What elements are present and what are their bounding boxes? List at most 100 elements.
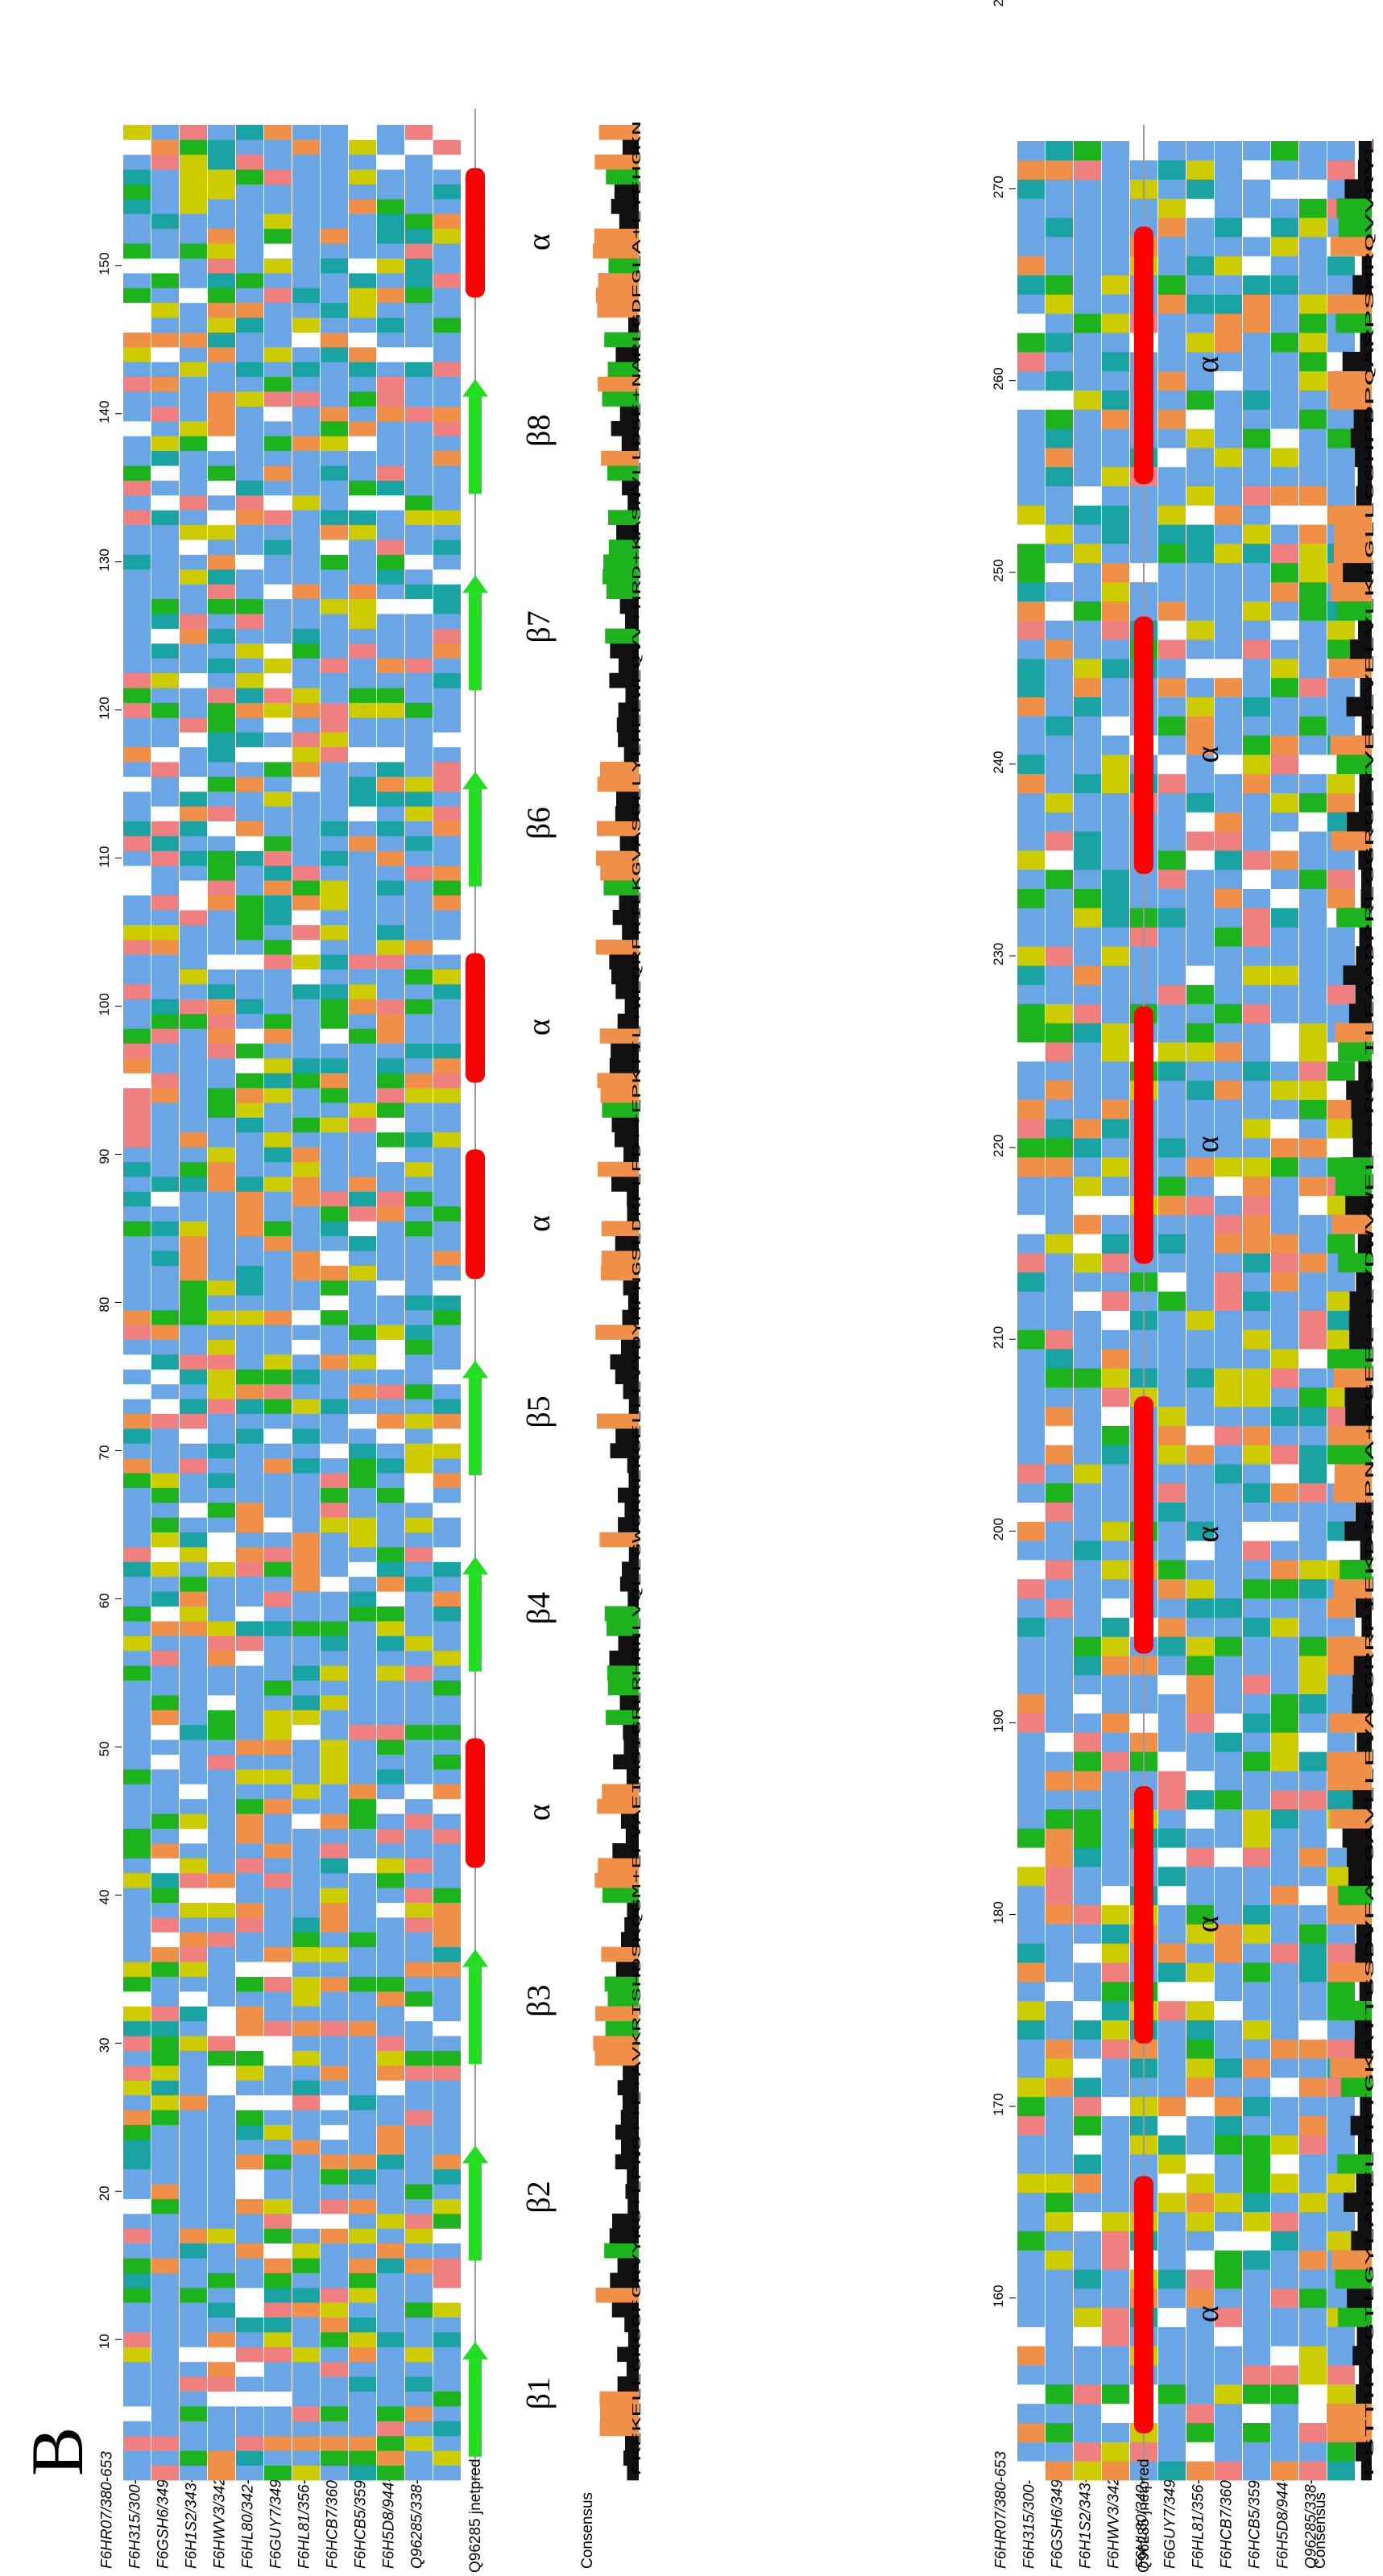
residue-cell (377, 2094, 404, 2111)
residue-cell (321, 465, 348, 481)
residue-cell (208, 2391, 235, 2407)
residue-cell (377, 1383, 404, 1400)
residue-cell (208, 1295, 235, 1311)
ruler-number: 150 (97, 252, 112, 275)
residue-cell (208, 2124, 235, 2140)
residue-cell (236, 717, 263, 733)
residue-cell (433, 717, 461, 733)
residue-cell (236, 2465, 263, 2481)
residue-cell (1243, 831, 1270, 851)
residue-cell (1046, 544, 1073, 564)
residue-cell (236, 821, 263, 837)
residue-cell (405, 346, 433, 362)
residue-cell (1102, 2250, 1129, 2270)
residue-cell (405, 2258, 433, 2273)
residue-cell (292, 1131, 320, 1147)
residue-cell (1299, 544, 1327, 564)
logo-stack (619, 1576, 639, 1592)
residue-cell (180, 1205, 207, 1222)
residue-cell (1102, 1732, 1129, 1752)
residue-cell (1017, 1080, 1045, 1100)
residue-cell (433, 2435, 461, 2451)
residue-cell (1158, 1904, 1186, 1925)
residue-cell (236, 2124, 263, 2140)
residue-cell (349, 2465, 376, 2481)
residue-cell (321, 628, 348, 644)
residue-cell (208, 1205, 235, 1222)
residue-cell (151, 1325, 179, 1340)
logo-stack (623, 1280, 639, 1296)
residue-cell (292, 2406, 320, 2421)
residue-cell (377, 746, 404, 763)
logo-stack (605, 2020, 639, 2036)
residue-cell (1327, 2461, 1355, 2481)
residue-cell (123, 139, 151, 155)
residue-cell (1215, 1828, 1242, 1848)
structure-label: α (1189, 356, 1225, 373)
residue-cell (180, 376, 207, 392)
residue-cell (236, 924, 263, 941)
residue-cell (377, 702, 404, 718)
residue-cell (1158, 409, 1186, 429)
residue-cell (208, 702, 235, 718)
residue-cell (1102, 716, 1129, 736)
residue-cell (264, 420, 292, 436)
residue-cell (292, 1754, 320, 1770)
residue-cell (1074, 1674, 1101, 1695)
residue-cell (1074, 773, 1101, 793)
residue-cell (433, 2124, 461, 2140)
ruler-number: 10 (97, 2334, 112, 2349)
residue-cell (1271, 1099, 1298, 1119)
residue-cell (180, 2435, 207, 2451)
residue-cell (405, 1413, 433, 1429)
residue-cell (377, 1235, 404, 1251)
residue-cell (264, 688, 292, 703)
residue-cell (433, 1221, 461, 1237)
residue-cell (1074, 1099, 1101, 1119)
residue-cell (321, 1191, 348, 1207)
residue-cell (405, 2450, 433, 2466)
residue-cell (123, 2198, 151, 2214)
residue-cell (377, 1487, 404, 1503)
residue-cell (123, 880, 151, 895)
ruler-number: 280 (991, 0, 1006, 6)
residue-cell (321, 1991, 348, 2007)
logo-stack (619, 895, 639, 911)
residue-cell (1271, 1157, 1298, 1177)
residue-cell (292, 2020, 320, 2036)
residue-cell (433, 2184, 461, 2199)
residue-cell (151, 2450, 179, 2466)
residue-cell (1102, 1809, 1129, 1829)
residue-cell (1243, 294, 1270, 314)
residue-cell (180, 2036, 207, 2051)
residue-cell (208, 1399, 235, 1414)
residue-cell (321, 1902, 348, 1918)
residue-cell (208, 1576, 235, 1592)
residue-cell (180, 1147, 207, 1163)
residue-cell (264, 2406, 292, 2421)
residue-cell (236, 598, 263, 614)
logo-stack (1344, 1521, 1372, 1541)
residue-cell (1215, 1674, 1242, 1695)
residue-cell (236, 1043, 263, 1059)
residue-cell (1017, 601, 1045, 621)
residue-cell (1186, 1674, 1214, 1695)
residue-cell (1299, 755, 1327, 775)
residue-cell (321, 1161, 348, 1177)
residue-cell (180, 2184, 207, 2199)
residue-cell (180, 1295, 207, 1311)
residue-cell (1327, 850, 1355, 870)
residue-cell (321, 643, 348, 659)
residue-cell (405, 154, 433, 170)
residue-cell (208, 1058, 235, 1073)
residue-cell (180, 2213, 207, 2229)
residue-cell (377, 1902, 404, 1918)
residue-cell (321, 1858, 348, 1874)
residue-cell (292, 243, 320, 258)
residue-cell (377, 287, 404, 304)
residue-cell (1102, 2422, 1129, 2442)
residue-cell (1271, 2173, 1298, 2194)
residue-cell (151, 2198, 179, 2214)
residue-cell (1299, 1713, 1327, 1733)
residue-cell (1158, 1943, 1186, 1963)
